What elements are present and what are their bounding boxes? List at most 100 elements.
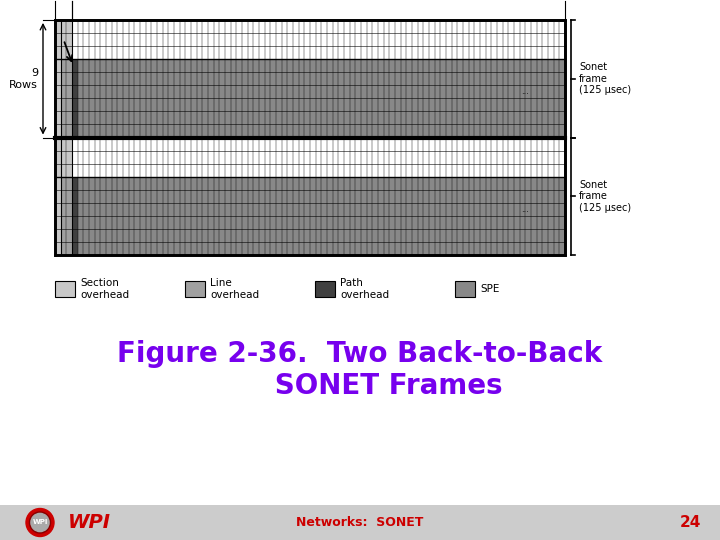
Bar <box>486 72 491 85</box>
Bar <box>338 229 344 242</box>
Bar <box>350 98 356 111</box>
Bar <box>89 242 94 255</box>
Bar <box>514 46 520 59</box>
Bar <box>531 190 536 203</box>
Bar <box>299 164 305 177</box>
Bar <box>542 59 548 72</box>
Bar <box>327 177 333 190</box>
Bar <box>140 242 145 255</box>
Bar <box>441 151 446 164</box>
Bar <box>174 203 180 216</box>
Bar <box>78 98 84 111</box>
Bar <box>446 98 451 111</box>
Bar <box>197 190 202 203</box>
Bar <box>508 190 514 203</box>
Bar <box>429 59 435 72</box>
Bar <box>112 72 117 85</box>
Bar <box>123 242 129 255</box>
Bar <box>253 98 259 111</box>
Bar <box>469 151 474 164</box>
Bar <box>361 216 366 229</box>
Bar <box>117 203 123 216</box>
Bar <box>400 85 406 98</box>
Bar <box>140 151 145 164</box>
Bar <box>474 98 480 111</box>
Bar <box>542 124 548 138</box>
Bar <box>208 85 214 98</box>
Bar <box>163 85 168 98</box>
Bar <box>168 177 174 190</box>
Bar <box>480 111 486 124</box>
Bar <box>66 72 72 85</box>
Bar <box>100 203 106 216</box>
Bar <box>548 190 554 203</box>
Bar <box>145 177 151 190</box>
Bar <box>112 46 117 59</box>
Bar <box>89 20 94 33</box>
Bar <box>214 33 220 46</box>
Bar <box>117 124 123 138</box>
Bar <box>225 59 230 72</box>
Bar <box>406 151 412 164</box>
Bar <box>315 111 321 124</box>
Bar <box>514 164 520 177</box>
Bar <box>230 151 236 164</box>
Bar <box>338 111 344 124</box>
Bar <box>400 177 406 190</box>
Bar <box>270 190 276 203</box>
Bar <box>463 151 469 164</box>
Bar <box>208 151 214 164</box>
Bar <box>548 229 554 242</box>
Bar <box>469 190 474 203</box>
Bar <box>361 46 366 59</box>
Bar <box>197 151 202 164</box>
Bar <box>412 72 418 85</box>
Bar <box>72 151 78 164</box>
Bar <box>287 72 293 85</box>
Bar <box>531 138 536 151</box>
Bar <box>400 151 406 164</box>
Bar <box>230 85 236 98</box>
Bar <box>94 20 100 33</box>
Bar <box>151 72 157 85</box>
Bar <box>503 203 508 216</box>
Bar <box>191 151 197 164</box>
Bar <box>463 98 469 111</box>
Bar <box>123 190 129 203</box>
Bar <box>327 98 333 111</box>
Bar <box>276 124 282 138</box>
Bar <box>310 72 315 85</box>
Bar <box>536 72 542 85</box>
Bar <box>270 124 276 138</box>
Bar <box>548 33 554 46</box>
Bar <box>89 138 94 151</box>
Bar <box>395 98 400 111</box>
Bar <box>474 177 480 190</box>
Bar <box>117 242 123 255</box>
Bar <box>214 216 220 229</box>
Bar <box>423 138 429 151</box>
Bar <box>356 151 361 164</box>
Bar <box>463 177 469 190</box>
Bar <box>536 85 542 98</box>
Bar <box>276 242 282 255</box>
Bar <box>526 151 531 164</box>
Bar <box>469 138 474 151</box>
Bar <box>145 72 151 85</box>
Bar <box>310 98 315 111</box>
Bar <box>84 46 89 59</box>
Bar <box>526 138 531 151</box>
Bar <box>536 164 542 177</box>
Bar <box>406 177 412 190</box>
Bar <box>418 190 423 203</box>
Bar <box>202 85 208 98</box>
Bar <box>123 59 129 72</box>
Bar <box>78 20 84 33</box>
Bar <box>378 46 384 59</box>
Bar <box>559 138 565 151</box>
Bar <box>191 229 197 242</box>
Bar <box>412 33 418 46</box>
Bar <box>400 138 406 151</box>
Bar <box>168 190 174 203</box>
Bar <box>60 216 66 229</box>
